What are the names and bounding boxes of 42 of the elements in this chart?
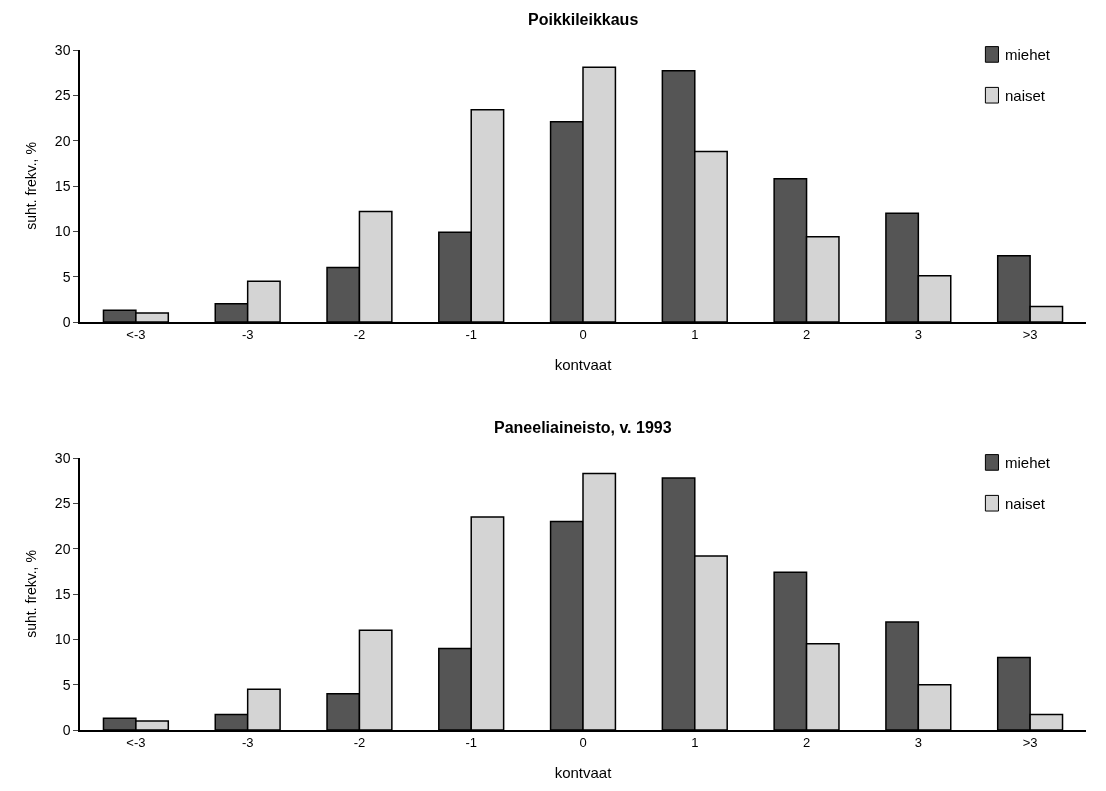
x-tick-label: >3 — [1022, 327, 1038, 343]
x-tick-label: <-3 — [126, 735, 146, 751]
x-tick-label: <-3 — [126, 327, 146, 343]
x-tick-label: -1 — [465, 735, 477, 751]
y-tick-label: 0 — [62, 721, 71, 738]
y-tick-label: 10 — [54, 631, 71, 648]
x-tick-label: 3 — [914, 735, 922, 751]
x-axis-title: kontvaat — [554, 355, 613, 373]
x-tick-label: >3 — [1022, 735, 1038, 751]
chart-title: Poikkileikkaus — [528, 11, 639, 28]
y-tick-label: 0 — [62, 313, 71, 330]
x-tick-label: -2 — [353, 327, 366, 343]
y-tick-label: 30 — [54, 41, 71, 58]
y-tick-label: 5 — [62, 268, 71, 285]
y-axis-title: suht. frekv., % — [22, 142, 39, 230]
legend-label: naiset — [1005, 87, 1046, 104]
x-tick-label: 2 — [802, 327, 811, 343]
x-tick-label: -3 — [241, 327, 254, 343]
y-tick-label: 10 — [54, 223, 71, 240]
y-tick-label: 5 — [62, 676, 71, 693]
legend-label: naiset — [1005, 495, 1046, 512]
y-axis-title: suht. frekv., % — [22, 550, 39, 638]
legend-label: miehet — [1005, 46, 1051, 63]
legend-label: miehet — [1005, 454, 1051, 471]
chart-title: Paneeliaineisto, v. 1993 — [494, 419, 672, 436]
y-tick-label: 30 — [54, 449, 71, 466]
x-tick-label: 2 — [802, 735, 811, 751]
y-tick-label: 25 — [54, 495, 71, 512]
y-tick-label: 15 — [54, 177, 71, 194]
y-tick-label: 20 — [54, 540, 71, 557]
x-axis-title: kontvaat — [554, 763, 613, 781]
x-tick-label: 0 — [579, 735, 587, 751]
y-tick-label: 15 — [54, 585, 71, 602]
x-tick-label: 3 — [914, 327, 922, 343]
x-tick-label: 0 — [579, 327, 587, 343]
x-tick-label: -2 — [353, 735, 366, 751]
x-tick-label: -3 — [241, 735, 254, 751]
x-tick-label: 1 — [691, 327, 699, 343]
x-tick-label: 1 — [691, 735, 699, 751]
x-tick-label: -1 — [465, 327, 477, 343]
y-tick-label: 20 — [54, 132, 71, 149]
y-tick-label: 25 — [54, 87, 71, 104]
